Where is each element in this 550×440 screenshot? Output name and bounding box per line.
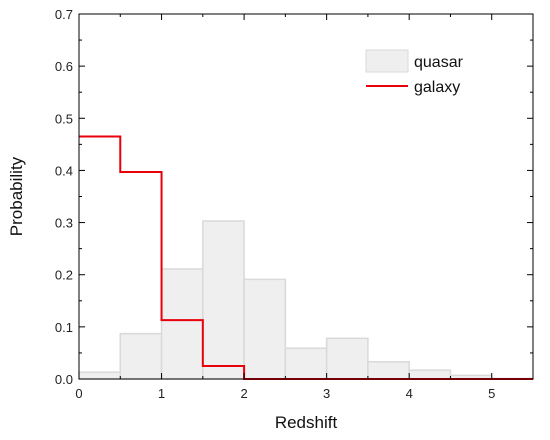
quasar-bar: [367, 361, 410, 380]
quasar-bar: [78, 371, 122, 380]
x-axis-label: Redshift: [275, 413, 338, 432]
x-tick-label: 4: [406, 386, 413, 401]
y-tick-label: 0.4: [55, 163, 73, 178]
quasar-bar: [119, 332, 163, 380]
quasar-bar: [408, 369, 452, 380]
y-tick-label: 0.1: [55, 320, 73, 335]
quasar-bar: [325, 337, 369, 380]
quasar-bar: [243, 278, 287, 380]
x-tick-label: 1: [158, 386, 165, 401]
quasar-bars: [78, 220, 534, 380]
x-tick-label: 2: [240, 386, 247, 401]
legend-quasar-label: quasar: [414, 54, 464, 71]
y-tick-label: 0.6: [55, 59, 73, 74]
legend: quasar galaxy: [365, 49, 464, 96]
x-tick-label: 3: [323, 386, 330, 401]
y-tick-label: 0.5: [55, 111, 73, 126]
quasar-bar: [202, 220, 245, 380]
y-tick-label: 0.2: [55, 268, 73, 283]
y-tick-label: 0.3: [55, 216, 73, 231]
y-tick-label: 0.0: [55, 372, 73, 387]
x-axis: 0 1 2 3 4 5: [75, 14, 495, 401]
quasar-bar: [284, 347, 328, 380]
y-axis-label: Probability: [7, 156, 26, 236]
legend-quasar-swatch: [365, 49, 409, 73]
plot-frame: [78, 13, 534, 380]
legend-galaxy-label: galaxy: [414, 79, 460, 96]
x-tick-label: 5: [488, 386, 495, 401]
y-axis: 0.0 0.1 0.2 0.3 0.4 0.5 0.6 0.7: [55, 7, 533, 387]
y-tick-label: 0.7: [55, 7, 73, 22]
quasar-bar: [160, 268, 204, 380]
x-tick-label: 0: [75, 386, 82, 401]
